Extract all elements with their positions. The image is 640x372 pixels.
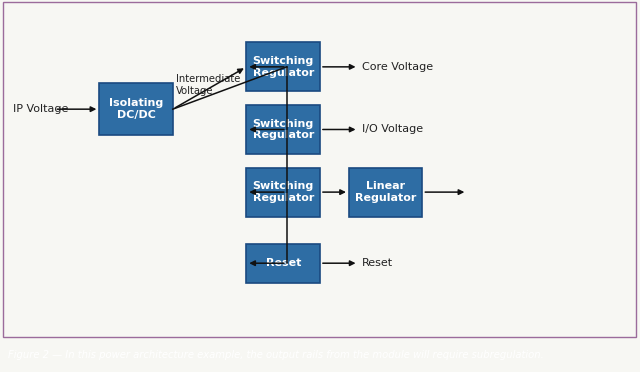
Text: IP Voltage: IP Voltage bbox=[13, 104, 68, 114]
Text: Switching
Regulator: Switching Regulator bbox=[253, 119, 314, 140]
FancyBboxPatch shape bbox=[246, 105, 320, 154]
Text: I/O Voltage: I/O Voltage bbox=[362, 125, 423, 135]
Text: Intermediate
Voltage: Intermediate Voltage bbox=[176, 74, 241, 96]
Text: Switching
Regulator: Switching Regulator bbox=[253, 181, 314, 203]
FancyBboxPatch shape bbox=[246, 244, 320, 283]
Text: Linear
Regulator: Linear Regulator bbox=[355, 181, 416, 203]
FancyBboxPatch shape bbox=[246, 167, 320, 217]
Text: Switching
Regulator: Switching Regulator bbox=[253, 56, 314, 78]
FancyBboxPatch shape bbox=[99, 83, 173, 135]
Text: Core Voltage: Core Voltage bbox=[362, 62, 433, 72]
Text: Reset: Reset bbox=[362, 258, 393, 268]
Text: Reset: Reset bbox=[266, 258, 301, 268]
FancyBboxPatch shape bbox=[349, 167, 422, 217]
FancyBboxPatch shape bbox=[246, 42, 320, 92]
Text: Isolating
DC/DC: Isolating DC/DC bbox=[109, 98, 163, 120]
Text: Figure 2 — In this power architecture example, the output rails from the module : Figure 2 — In this power architecture ex… bbox=[8, 350, 543, 360]
